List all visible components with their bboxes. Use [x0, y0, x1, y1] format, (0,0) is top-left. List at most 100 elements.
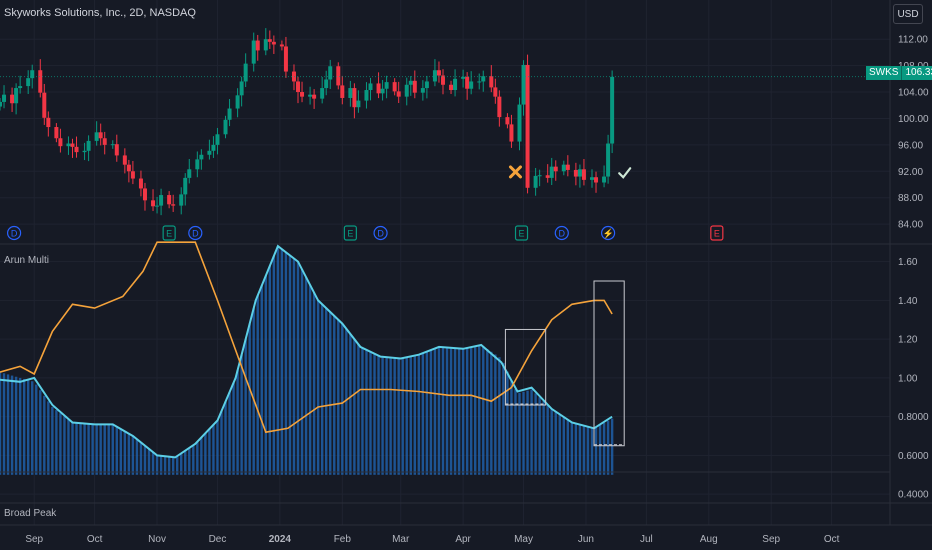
candle-body — [589, 177, 594, 180]
candle-body — [207, 150, 212, 155]
histogram-bar — [474, 346, 477, 475]
price-tick-label: 104.00 — [898, 88, 929, 99]
histogram-bar — [590, 427, 594, 475]
candle-body — [14, 88, 19, 104]
histogram-bar — [192, 445, 195, 475]
event-marker-dividend[interactable]: D — [373, 225, 388, 241]
indicator-pane[interactable] — [0, 241, 625, 475]
histogram-bar — [256, 295, 259, 475]
histogram-bar — [498, 357, 501, 475]
candle-body — [167, 195, 172, 205]
indicator-axis[interactable]: 1.60 1.40 1.20 1.00 0.8000 0.6000 0.4000 — [898, 257, 929, 501]
histogram-bar — [115, 426, 118, 475]
event-marker-earnings[interactable]: E — [162, 225, 176, 241]
histogram-bar — [405, 357, 408, 475]
histogram-bar — [216, 420, 219, 475]
candle-body — [336, 66, 341, 86]
histogram-bar — [196, 441, 199, 475]
candle-body — [380, 88, 385, 94]
histogram-bar — [377, 355, 380, 475]
price-tick-label: 112.00 — [898, 35, 928, 46]
candle-body — [461, 76, 466, 79]
histogram-bar — [296, 261, 300, 475]
histogram-bar — [373, 353, 376, 475]
candle-body — [553, 166, 558, 172]
candle-body — [18, 86, 23, 89]
event-marker-earnings-upcoming[interactable]: E — [710, 225, 724, 241]
histogram-bar — [441, 347, 445, 475]
histogram-bar — [586, 426, 590, 475]
event-marker-dividend[interactable]: D — [554, 225, 569, 241]
price-axis[interactable]: 112.00108.00104.00100.0096.0092.0088.008… — [898, 35, 929, 231]
histogram-bar — [425, 351, 429, 475]
histogram-bar — [6, 374, 10, 475]
histogram-bar — [365, 349, 368, 475]
histogram-bar — [574, 423, 578, 475]
candle-body — [42, 92, 47, 118]
candle-body — [549, 166, 554, 178]
candle-body — [533, 175, 538, 188]
price-tick-label: 84.00 — [898, 220, 923, 231]
candle-body — [477, 81, 482, 83]
event-marker-dividend[interactable]: D — [188, 225, 203, 241]
histogram-bar — [2, 373, 6, 475]
candle-body — [114, 144, 119, 156]
event-marker-shape — [6, 225, 22, 241]
indicator-label-broad-peak[interactable]: Broad Peak — [4, 508, 57, 519]
histogram-bar — [312, 292, 316, 475]
time-tick-label: Jul — [640, 534, 653, 545]
histogram-bar — [550, 408, 553, 475]
candle-body — [187, 169, 192, 178]
indicator-label-arun-multi[interactable]: Arun Multi — [4, 255, 49, 266]
histogram-bar — [542, 401, 545, 475]
indicator-tick-label: 0.6000 — [898, 451, 929, 462]
time-tick-label: Dec — [209, 534, 227, 545]
candle-body — [86, 140, 91, 151]
histogram-bar — [502, 362, 505, 475]
candle-body — [312, 94, 317, 99]
time-axis[interactable]: Sep Oct Nov Dec 2024 Feb Mar Apr May Jun Jul Aug Sep… — [25, 534, 839, 545]
candle-body — [130, 171, 135, 179]
histogram-bar — [461, 348, 465, 475]
time-tick-label: 2024 — [269, 534, 292, 545]
histogram-bar — [349, 333, 352, 475]
candle-body — [356, 100, 361, 108]
currency-button[interactable]: USD — [893, 4, 923, 24]
histogram-bar — [300, 269, 304, 475]
price-tick-label: 88.00 — [898, 193, 923, 204]
histogram-bar — [554, 411, 557, 475]
candle-body — [126, 164, 131, 172]
candle-body — [509, 124, 514, 142]
candle-body — [493, 87, 498, 97]
event-marker-earnings[interactable]: E — [343, 225, 357, 241]
histogram-bar — [409, 356, 412, 475]
histogram-bar — [320, 304, 324, 475]
time-tick-label: Nov — [148, 534, 166, 545]
histogram-bar — [55, 410, 58, 475]
event-markers[interactable]: D E D E D E D ⚡ E — [6, 225, 724, 241]
candle-body — [521, 64, 526, 105]
event-marker-flash[interactable]: ⚡ — [600, 225, 616, 241]
price-pane[interactable] — [0, 28, 890, 216]
histogram-bar — [208, 428, 211, 475]
time-tick-label: Mar — [392, 534, 410, 545]
histogram-bar — [135, 439, 139, 475]
histogram-bar — [103, 424, 106, 475]
histogram-bar — [429, 350, 433, 475]
candle-body — [30, 70, 35, 79]
candle-body — [364, 90, 369, 101]
candle-body — [465, 76, 470, 89]
candle-body — [565, 164, 570, 170]
histogram-bar — [453, 348, 457, 475]
candle-body — [98, 132, 103, 139]
event-marker-dividend[interactable]: D — [6, 225, 22, 241]
histogram-bar — [598, 425, 602, 475]
candle-body — [481, 76, 486, 82]
histogram-bar — [469, 347, 473, 475]
candle-body — [179, 194, 184, 206]
histogram-bar — [252, 308, 255, 475]
candle-body — [183, 177, 188, 195]
event-marker-earnings[interactable]: E — [514, 225, 529, 241]
candle-body — [138, 178, 143, 189]
